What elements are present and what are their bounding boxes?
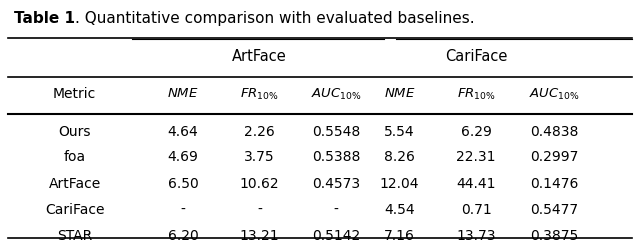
Text: -: -	[257, 203, 262, 217]
Text: 22.31: 22.31	[456, 150, 496, 164]
Text: 6.50: 6.50	[168, 177, 198, 191]
Text: Ours: Ours	[58, 125, 91, 139]
Text: 4.69: 4.69	[168, 150, 198, 164]
Text: 44.41: 44.41	[456, 177, 496, 191]
Text: 0.5548: 0.5548	[312, 125, 360, 139]
Text: 3.75: 3.75	[244, 150, 275, 164]
Text: 13.73: 13.73	[456, 229, 496, 243]
Text: ArtFace: ArtFace	[49, 177, 100, 191]
Text: ArtFace: ArtFace	[232, 49, 287, 64]
Text: 6.29: 6.29	[461, 125, 492, 139]
Text: Table 1: Table 1	[14, 11, 75, 26]
Text: CariFace: CariFace	[45, 203, 104, 217]
Text: $NME$: $NME$	[384, 87, 415, 100]
Text: $FR_{10\%}$: $FR_{10\%}$	[457, 87, 495, 102]
Text: 2.26: 2.26	[244, 125, 275, 139]
Text: 0.2997: 0.2997	[531, 150, 579, 164]
Text: 0.4838: 0.4838	[531, 125, 579, 139]
Text: 12.04: 12.04	[380, 177, 419, 191]
Text: $NME$: $NME$	[167, 87, 199, 100]
Text: foa: foa	[63, 150, 86, 164]
Text: Metric: Metric	[53, 87, 96, 101]
Text: -: -	[180, 203, 186, 217]
Text: 4.64: 4.64	[168, 125, 198, 139]
Text: 0.1476: 0.1476	[531, 177, 579, 191]
Text: 8.26: 8.26	[384, 150, 415, 164]
Text: $FR_{10\%}$: $FR_{10\%}$	[240, 87, 279, 102]
Text: 5.54: 5.54	[385, 125, 415, 139]
Text: $AUC_{10\%}$: $AUC_{10\%}$	[529, 87, 580, 102]
Text: STAR: STAR	[57, 229, 92, 243]
Text: 0.4573: 0.4573	[312, 177, 360, 191]
Text: 4.54: 4.54	[385, 203, 415, 217]
Text: 0.5142: 0.5142	[312, 229, 360, 243]
Text: 7.16: 7.16	[384, 229, 415, 243]
Text: 6.20: 6.20	[168, 229, 198, 243]
Text: 0.71: 0.71	[461, 203, 492, 217]
Text: 13.21: 13.21	[239, 229, 279, 243]
Text: 0.3875: 0.3875	[531, 229, 579, 243]
Text: -: -	[333, 203, 339, 217]
Text: $AUC_{10\%}$: $AUC_{10\%}$	[310, 87, 362, 102]
Text: . Quantitative comparison with evaluated baselines.: . Quantitative comparison with evaluated…	[75, 11, 474, 26]
Text: 0.5388: 0.5388	[312, 150, 360, 164]
Text: 0.5477: 0.5477	[531, 203, 579, 217]
Text: CariFace: CariFace	[445, 49, 508, 64]
Text: 10.62: 10.62	[239, 177, 279, 191]
